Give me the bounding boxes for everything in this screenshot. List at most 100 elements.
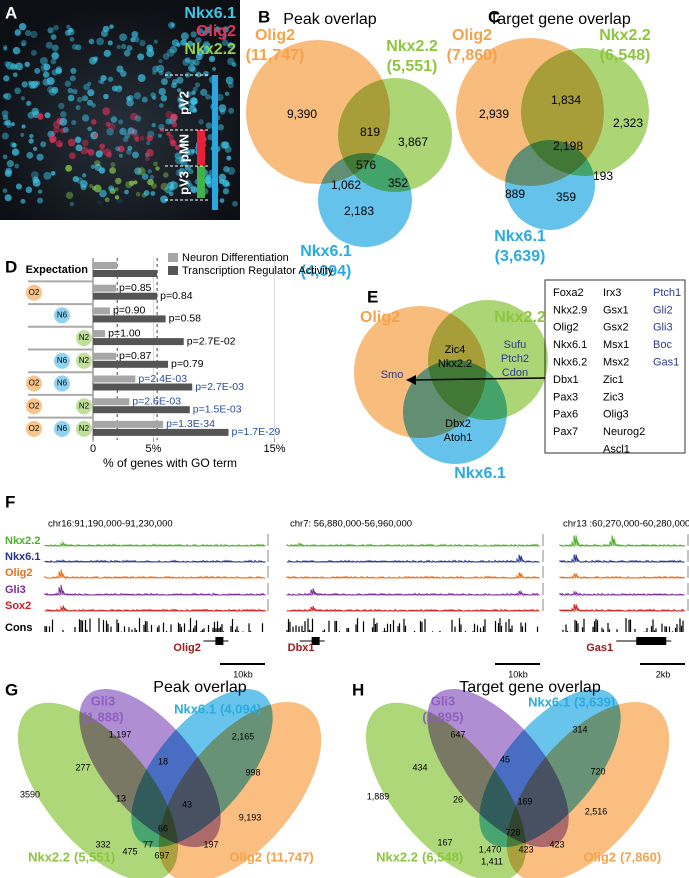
cell xyxy=(133,36,140,43)
cell xyxy=(204,26,212,34)
legend-label: Transcription Regulator Activity xyxy=(182,265,334,277)
cell xyxy=(89,183,94,188)
cell xyxy=(137,74,146,82)
cell xyxy=(119,127,127,136)
x-tick-label: 15% xyxy=(263,443,285,455)
cell xyxy=(67,94,75,102)
cell xyxy=(37,189,43,194)
gene-name: Gsx1 xyxy=(603,304,629,316)
cell xyxy=(74,136,82,144)
row-tag-label: N6 xyxy=(57,424,68,433)
cell xyxy=(20,198,26,204)
cell xyxy=(184,149,191,156)
row-tag xyxy=(26,375,42,392)
cell xyxy=(176,76,184,84)
bar xyxy=(93,383,193,391)
cell xyxy=(47,86,55,94)
cell xyxy=(223,166,230,173)
cell xyxy=(222,32,228,38)
cell xyxy=(29,133,34,139)
cell xyxy=(222,141,230,149)
cell xyxy=(55,66,63,73)
cell xyxy=(28,81,36,89)
cell xyxy=(158,123,165,131)
cell xyxy=(3,46,8,51)
cell xyxy=(75,105,81,111)
row-tag xyxy=(26,284,42,301)
cell xyxy=(11,148,20,156)
cell xyxy=(35,80,41,86)
region-count: 3590 xyxy=(20,789,40,799)
signal-track xyxy=(44,540,266,548)
cell xyxy=(124,132,131,139)
cell xyxy=(65,164,73,172)
row-tag-label: N6 xyxy=(57,311,68,320)
cell xyxy=(217,124,224,131)
cell xyxy=(20,132,25,137)
p-value: p=0.79 xyxy=(171,358,204,370)
region-count: 2,183 xyxy=(344,204,374,218)
region-count: 359 xyxy=(556,190,576,204)
cell xyxy=(91,186,96,191)
cell xyxy=(194,82,201,88)
cell xyxy=(14,87,21,95)
region-count: 77 xyxy=(143,839,153,849)
cell xyxy=(50,170,56,176)
row-tag-label: O2 xyxy=(29,379,40,388)
micrograph-cells xyxy=(1,21,238,207)
cell xyxy=(153,39,158,44)
bar xyxy=(93,315,166,323)
exon xyxy=(636,637,667,645)
set-count: (5,551) xyxy=(387,58,438,75)
cell xyxy=(225,76,234,85)
venn-title: Target gene overlap xyxy=(489,11,631,28)
cell xyxy=(55,140,63,148)
region-count: 314 xyxy=(572,724,587,734)
legend-swatch xyxy=(168,266,178,275)
set-name: Nkx6.1 xyxy=(494,228,546,245)
cell xyxy=(99,189,107,198)
cell xyxy=(190,66,197,73)
cell xyxy=(116,197,123,204)
cell xyxy=(114,177,122,185)
cell xyxy=(69,36,75,42)
cell xyxy=(130,37,136,43)
cell xyxy=(82,173,87,178)
region-count: 889 xyxy=(505,187,525,201)
cell xyxy=(146,134,153,142)
cell xyxy=(146,140,151,146)
set-name: Nkx2.2 xyxy=(386,38,438,55)
cell xyxy=(160,94,168,102)
venn-set xyxy=(318,153,412,247)
region-count: 697 xyxy=(154,850,169,860)
cell xyxy=(127,145,133,151)
cell xyxy=(2,93,9,99)
cell xyxy=(93,184,102,193)
gene-name: Ptch1 xyxy=(653,287,681,299)
set-name: Nkx2.2 xyxy=(494,309,546,326)
region-count: 45 xyxy=(500,754,510,764)
pv3-bar xyxy=(197,166,205,198)
cell xyxy=(114,195,120,200)
cell xyxy=(51,86,59,94)
panel-letter: A xyxy=(5,3,17,22)
region-count: 2,165 xyxy=(232,731,255,741)
track-name: Nkx2.2 xyxy=(5,535,40,547)
cell xyxy=(37,113,44,120)
p-value: p=0.85 xyxy=(119,282,152,294)
cell xyxy=(110,116,118,123)
cell xyxy=(195,71,202,78)
p-value: p=1.7E-29 xyxy=(232,426,281,438)
cell xyxy=(91,103,96,108)
cell xyxy=(165,118,172,125)
cell xyxy=(190,148,196,154)
cell xyxy=(3,121,8,126)
cell xyxy=(21,42,26,47)
cell xyxy=(43,171,52,180)
cell xyxy=(21,81,28,88)
gene-name: Msx1 xyxy=(603,339,629,351)
gene-name: Msx2 xyxy=(603,357,629,369)
cell xyxy=(132,151,139,159)
cell xyxy=(21,124,26,129)
cell xyxy=(187,183,193,189)
